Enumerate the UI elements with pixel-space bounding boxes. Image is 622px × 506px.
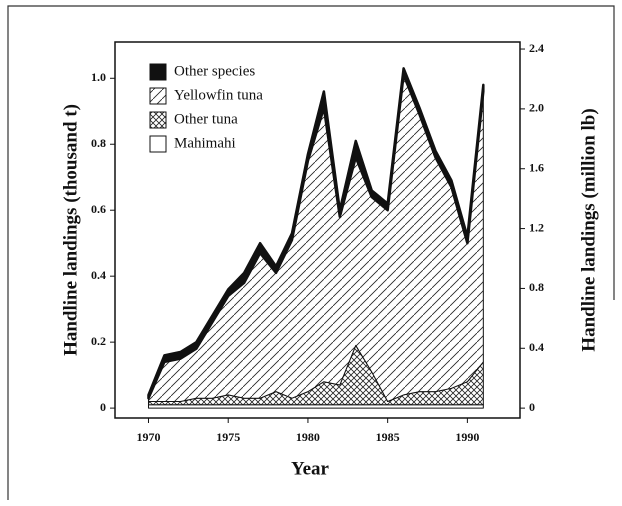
y-axis-title: Handline landings (thousand t)	[60, 104, 81, 356]
y-tick-label: 0	[100, 400, 106, 414]
area	[147, 67, 485, 400]
plot-frame	[114, 41, 521, 419]
legend-label: Other species	[174, 63, 255, 79]
x-tick-label: 1985	[376, 430, 400, 444]
y-tick-label: 0.8	[91, 136, 106, 150]
y-tick-label: 1.0	[91, 70, 106, 84]
y-tick-label: 0.6	[91, 202, 106, 216]
legend-label: Mahimahi	[174, 135, 236, 151]
y-tick-label: 0.4	[91, 268, 106, 282]
legend-swatch	[149, 87, 167, 105]
x-tick-label: 1980	[296, 430, 320, 444]
legend-swatch	[149, 63, 167, 81]
y2-tick-label: 2.4	[529, 41, 544, 55]
y2-tick-label: 0.8	[529, 280, 544, 294]
y2-tick-label: 0.4	[529, 340, 544, 354]
y2-tick-label: 2.0	[529, 101, 544, 115]
x-tick-label: 1990	[455, 430, 479, 444]
page-border	[7, 5, 615, 500]
x-axis-title: Year	[291, 458, 330, 479]
y-tick-label: 0.2	[91, 334, 106, 348]
legend-label: Other tuna	[174, 111, 238, 127]
y2-tick-label: 1.6	[529, 160, 544, 174]
legend-label: Yellowfin tuna	[174, 87, 263, 103]
y2-axis-title: Handline landings (million lb)	[578, 108, 599, 351]
y2-tick-label: 0	[529, 400, 535, 414]
x-tick-label: 1970	[136, 430, 160, 444]
legend-swatch	[149, 111, 167, 129]
x-tick-label: 1975	[216, 430, 240, 444]
legend-swatch	[149, 135, 167, 153]
y2-tick-label: 1.2	[529, 220, 544, 234]
